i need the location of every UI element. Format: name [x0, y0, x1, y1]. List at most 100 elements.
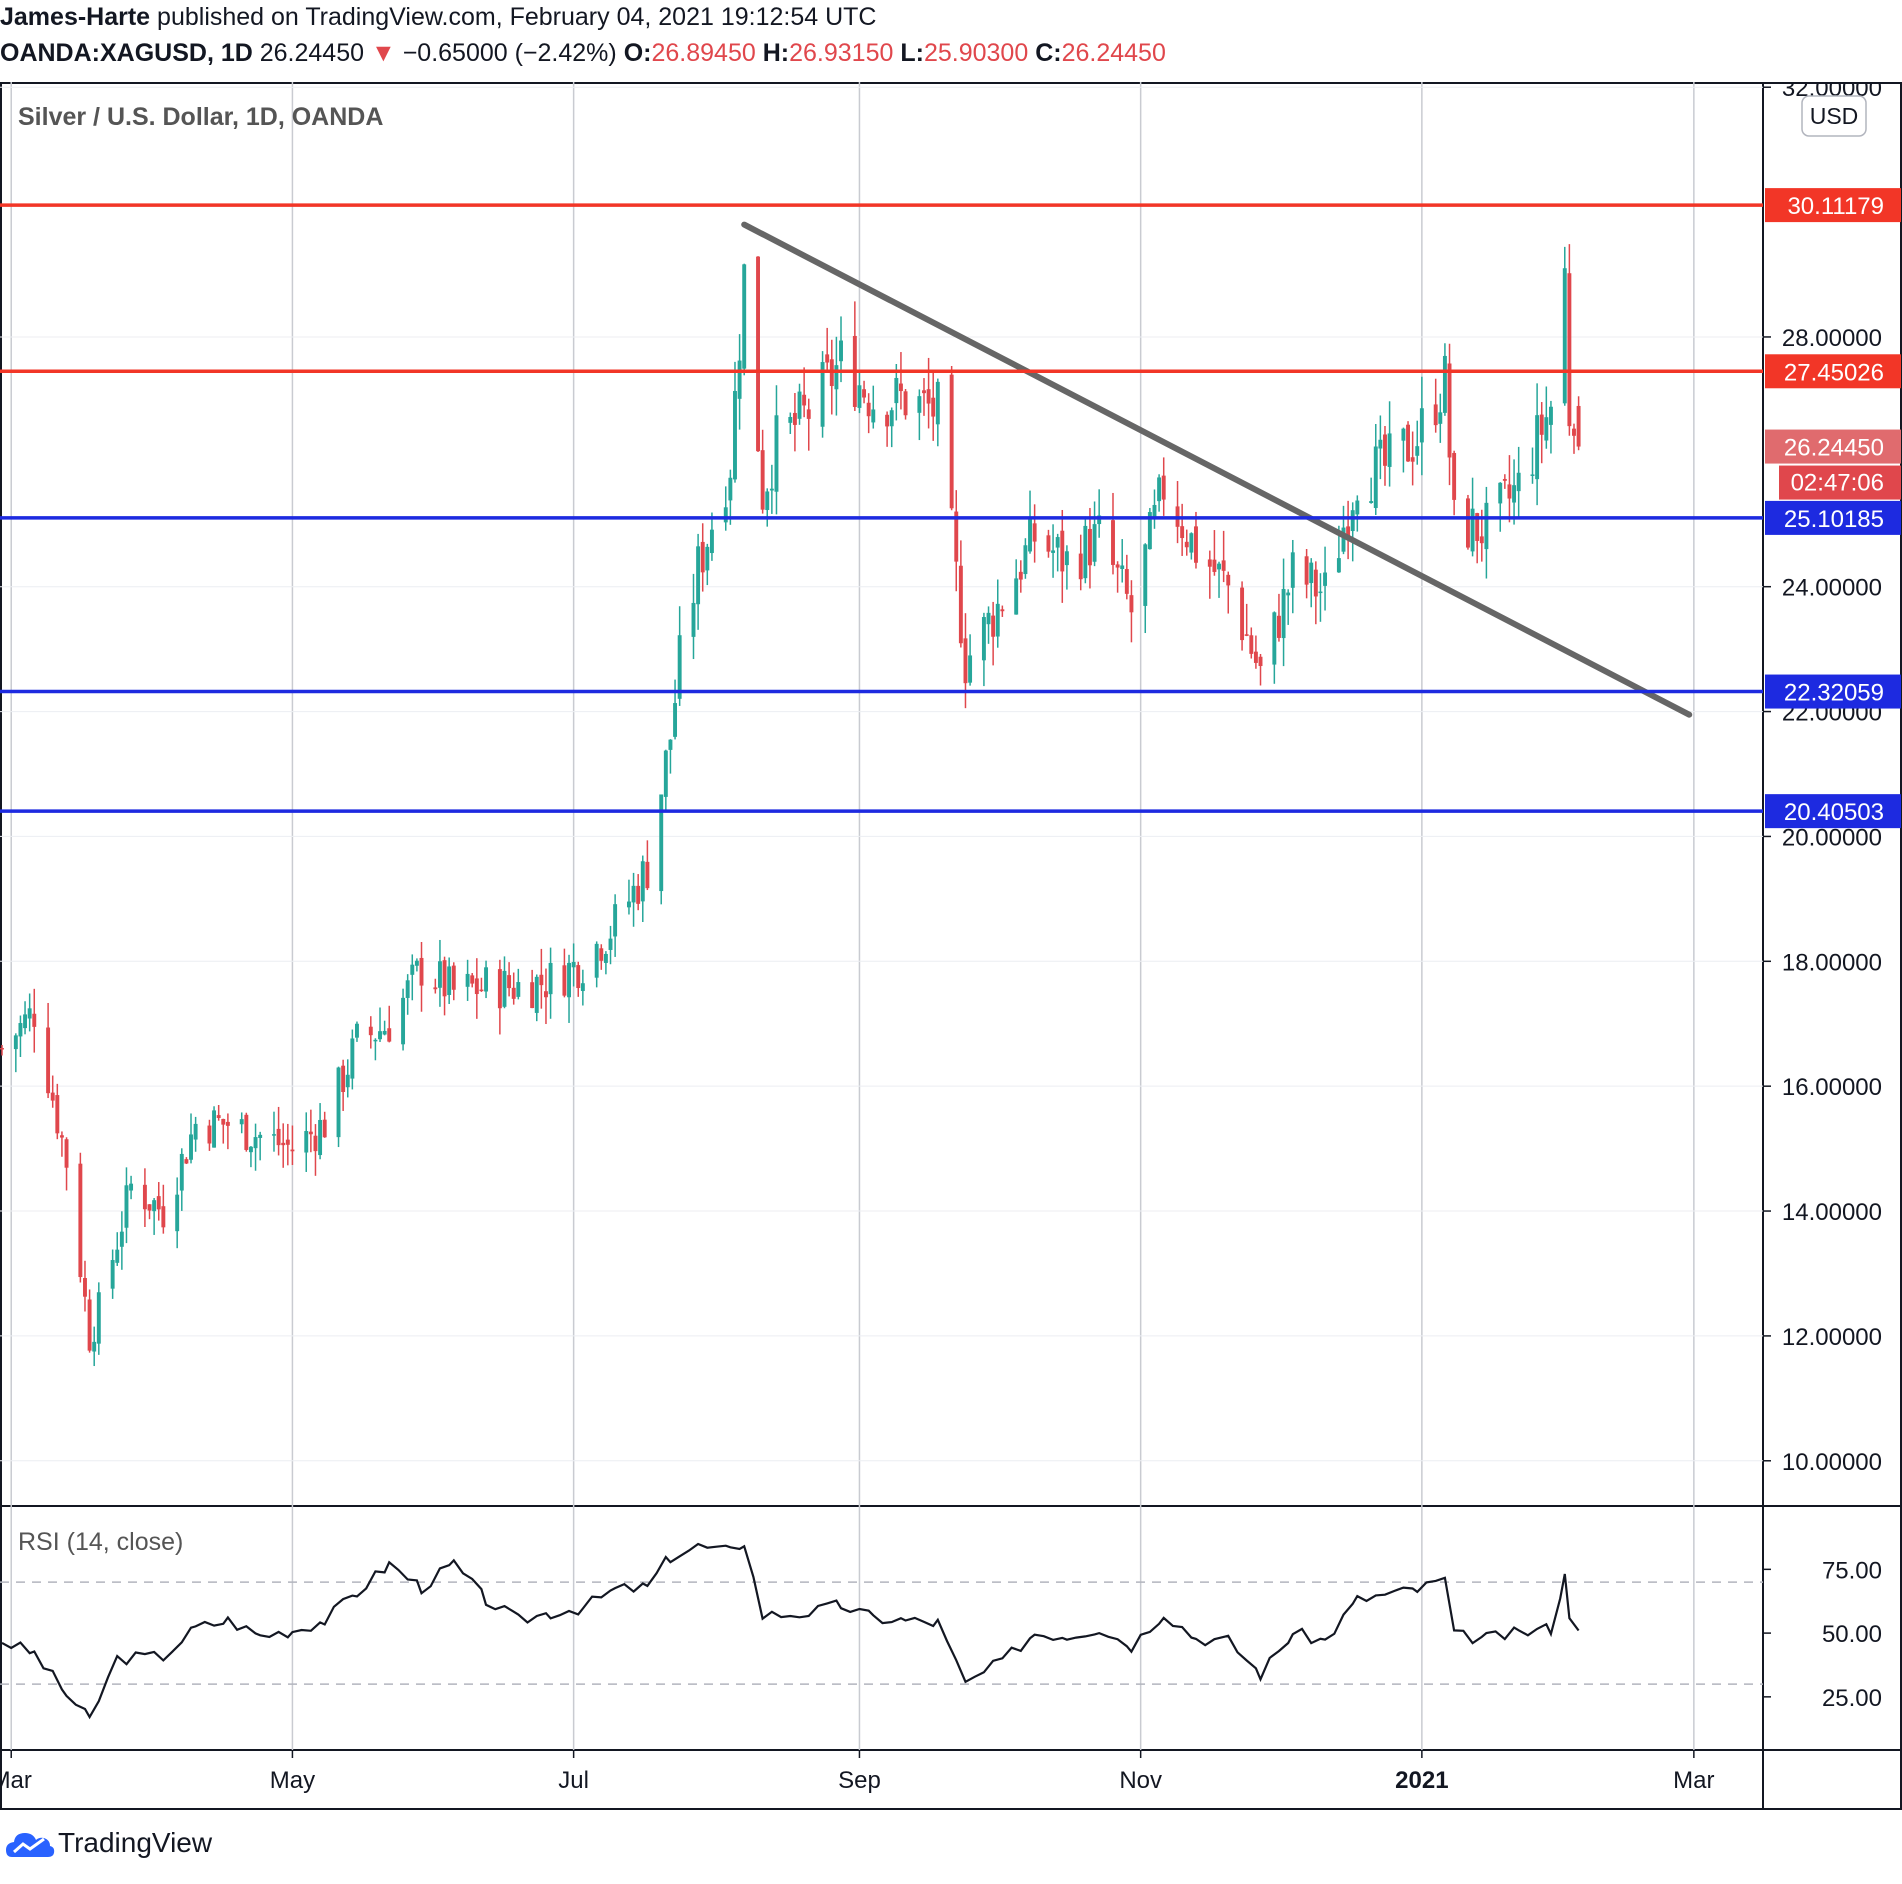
candle-body — [1475, 513, 1480, 541]
rsi-axis-label: 25.00 — [1822, 1685, 1882, 1712]
candle-body — [1194, 526, 1198, 563]
candle-body — [1309, 562, 1314, 584]
candle-body — [539, 974, 544, 986]
candle-body — [285, 1139, 290, 1145]
candle-body — [995, 603, 1000, 637]
rsi-title: RSI (14, close) — [18, 1528, 183, 1556]
candle-body — [272, 1134, 276, 1136]
candle-body — [1567, 273, 1572, 427]
candle-body — [603, 953, 608, 963]
candle-body — [820, 362, 825, 427]
candle-body — [1318, 591, 1323, 594]
candle-body — [696, 546, 701, 605]
candle-body — [23, 1014, 28, 1029]
candle-body — [1161, 475, 1166, 500]
candle-body — [917, 396, 922, 413]
candle-body — [345, 1074, 350, 1088]
candle-body — [963, 638, 968, 684]
candle-body — [1507, 484, 1512, 499]
candle-body — [1419, 408, 1424, 443]
candle-body — [668, 739, 673, 750]
candle-body — [1539, 414, 1544, 435]
symbol-label[interactable]: OANDA:XAGUSD, 1D — [0, 39, 253, 67]
author-name[interactable]: James-Harte — [0, 3, 151, 31]
candle-body — [474, 978, 479, 995]
candle-body — [986, 612, 991, 625]
candle-body — [179, 1153, 184, 1191]
candle-body — [0, 1047, 4, 1050]
candle-body — [1383, 434, 1387, 466]
candle-body — [156, 1196, 161, 1210]
high-label: H: — [762, 39, 790, 67]
candle-body — [55, 1095, 60, 1134]
candle-body — [1092, 524, 1097, 562]
candle-body — [124, 1185, 129, 1228]
candle-body — [115, 1249, 120, 1263]
x-axis-label: Mar — [0, 1767, 32, 1794]
candle-body — [304, 1131, 309, 1153]
candle-body — [193, 1123, 198, 1140]
candle-body — [502, 970, 507, 1007]
candle-body — [1152, 504, 1157, 520]
candle-body — [401, 997, 406, 1045]
candle-body — [27, 1008, 32, 1019]
candle-body — [709, 529, 714, 554]
chart-title: Silver / U.S. Dollar, 1D, OANDA — [18, 103, 383, 131]
candle-body — [1147, 512, 1152, 550]
candle-body — [1401, 428, 1406, 441]
trendline[interactable] — [741, 221, 1693, 718]
candle-body — [534, 976, 539, 1013]
countdown-tag — [1779, 465, 1901, 500]
publish-info: James-Harte published on TradingView.com… — [0, 2, 876, 32]
candle-body — [1014, 578, 1019, 615]
change-value: −0.65000 (−2.42%) — [402, 39, 617, 67]
candle-body — [313, 1135, 318, 1152]
candle-body — [87, 1299, 92, 1351]
low-label: L: — [900, 39, 924, 67]
candle-body — [13, 1035, 18, 1050]
candle-body — [129, 1183, 134, 1191]
open-value: 26.89450 — [651, 39, 756, 67]
candle-body — [1064, 551, 1069, 566]
candle-body — [1051, 550, 1056, 553]
y-axis-label: 14.00000 — [1782, 1199, 1882, 1226]
last-price-value: 26.24450 — [259, 39, 365, 67]
candle-body — [889, 410, 894, 427]
candle-body — [64, 1139, 69, 1168]
candle-body — [414, 960, 419, 966]
chart-canvas[interactable]: Mar May Jul Sep Nov 2021 Mar32.0000028.0000024… — [0, 75, 1902, 1810]
candle-body — [50, 1092, 55, 1101]
ohlc-legend: OANDA:XAGUSD, 1D 26.24450 ▼ −0.65000 (−2… — [0, 38, 1166, 68]
candle-body — [677, 635, 682, 699]
candle-body — [1253, 651, 1258, 663]
candle-body — [207, 1125, 212, 1144]
candle-body — [594, 943, 599, 978]
candle-body — [1530, 474, 1535, 476]
candle-body — [465, 973, 470, 987]
candle-body — [760, 450, 765, 510]
candle-body — [1276, 615, 1281, 638]
candle-body — [792, 412, 797, 425]
candle-body — [511, 987, 516, 999]
candle-body — [1576, 405, 1581, 447]
candle-body — [1355, 500, 1360, 515]
candle-body — [958, 565, 963, 644]
rsi-line — [1, 1542, 1580, 1720]
candle-body — [1323, 572, 1328, 586]
candle-body — [1124, 569, 1129, 594]
candle-body — [981, 617, 986, 661]
candle-body — [1346, 526, 1351, 539]
currency-button[interactable] — [1801, 95, 1867, 137]
candle-body — [336, 1067, 341, 1138]
y-axis-label: 10.00000 — [1782, 1449, 1882, 1476]
tradingview-cloud-icon[interactable] — [4, 1827, 56, 1861]
candle-body — [46, 1027, 51, 1094]
candle-body — [479, 989, 484, 992]
candle-body — [442, 960, 447, 997]
candle-body — [834, 365, 839, 390]
brand-name[interactable]: TradingView — [58, 1827, 213, 1858]
candle-body — [484, 967, 489, 992]
candle-body — [1313, 569, 1318, 597]
candle-body — [32, 1013, 37, 1027]
candle-body — [1032, 523, 1037, 542]
